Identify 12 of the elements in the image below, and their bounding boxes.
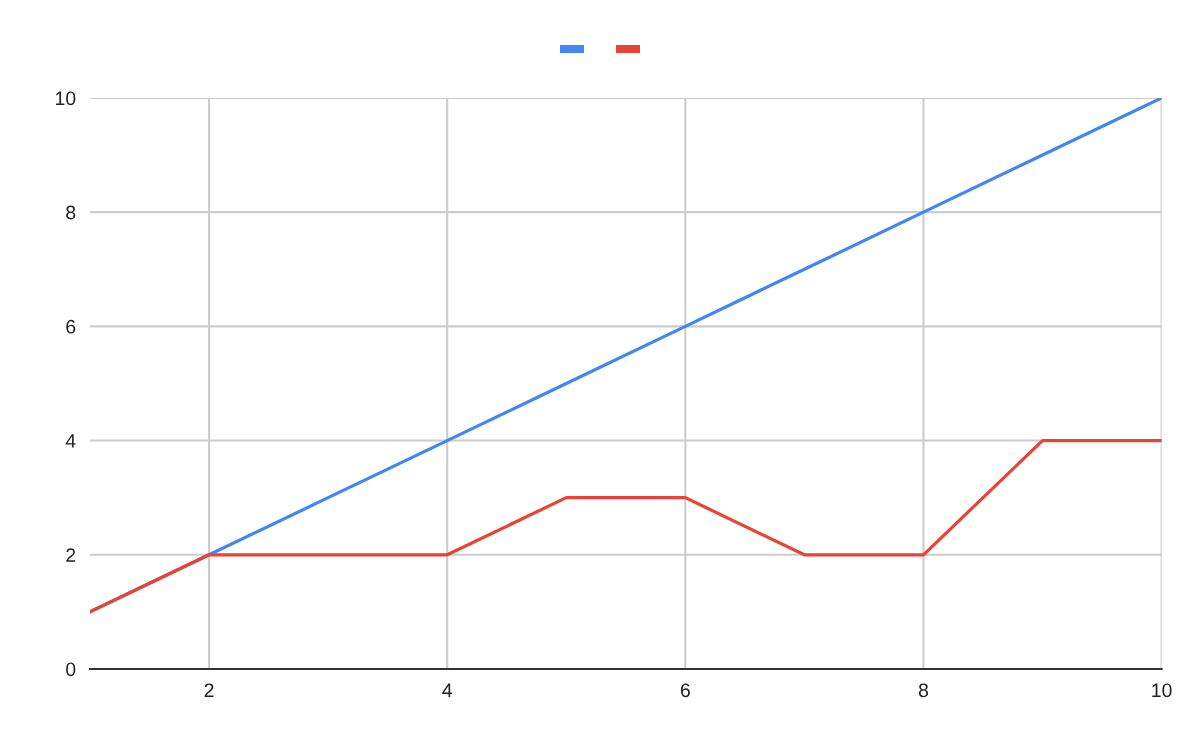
y-tick-label: 2 [66,548,76,562]
y-tick-label: 4 [65,434,76,448]
x-tick-label: 10 [1152,683,1172,698]
x-tick-label: 4 [442,683,453,697]
x-tick-label: 6 [680,683,690,698]
x-tick-label: 8 [918,683,929,698]
x-tick-label: 2 [204,683,214,697]
y-tick-label: 6 [66,319,76,334]
y-tick-label: 0 [66,662,76,677]
y-tick-label: 10 [55,91,76,106]
line-series [90,438,1162,614]
y-tick-label: 8 [66,205,76,220]
